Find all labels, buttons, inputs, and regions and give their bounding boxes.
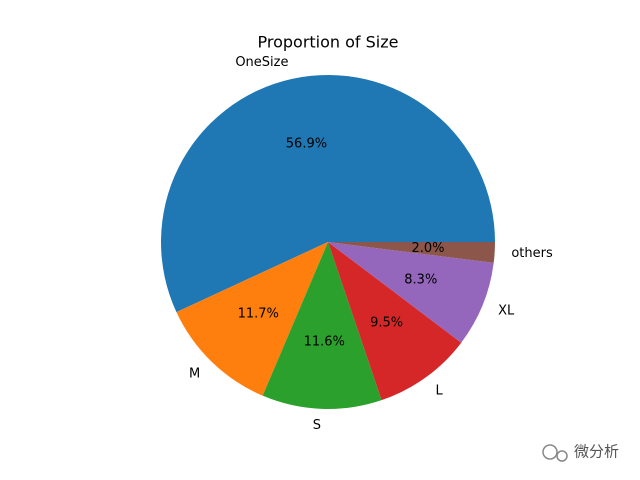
pie-slice <box>328 242 495 263</box>
slice-label: OneSize <box>235 55 288 70</box>
pie-slice <box>161 75 495 313</box>
value-label: 9.5% <box>370 316 403 331</box>
pie-slice <box>328 242 494 343</box>
chart-title: Proportion of Size <box>258 33 399 52</box>
slice-label: S <box>313 418 321 433</box>
watermark: 微分析 <box>574 443 619 461</box>
pie-slice <box>262 242 382 410</box>
value-label: 11.7% <box>238 306 279 321</box>
slice-label: others <box>511 246 553 261</box>
value-label: 56.9% <box>286 137 327 152</box>
value-label: 2.0% <box>411 241 444 256</box>
slice-label: M <box>189 366 200 381</box>
value-label: 8.3% <box>404 272 437 287</box>
watermark-icon <box>542 444 568 462</box>
slice-label: XL <box>498 304 515 319</box>
value-label: 11.6% <box>304 335 345 350</box>
pie-slice <box>176 242 328 396</box>
pie-slice <box>328 242 462 401</box>
slice-label: L <box>436 383 444 398</box>
